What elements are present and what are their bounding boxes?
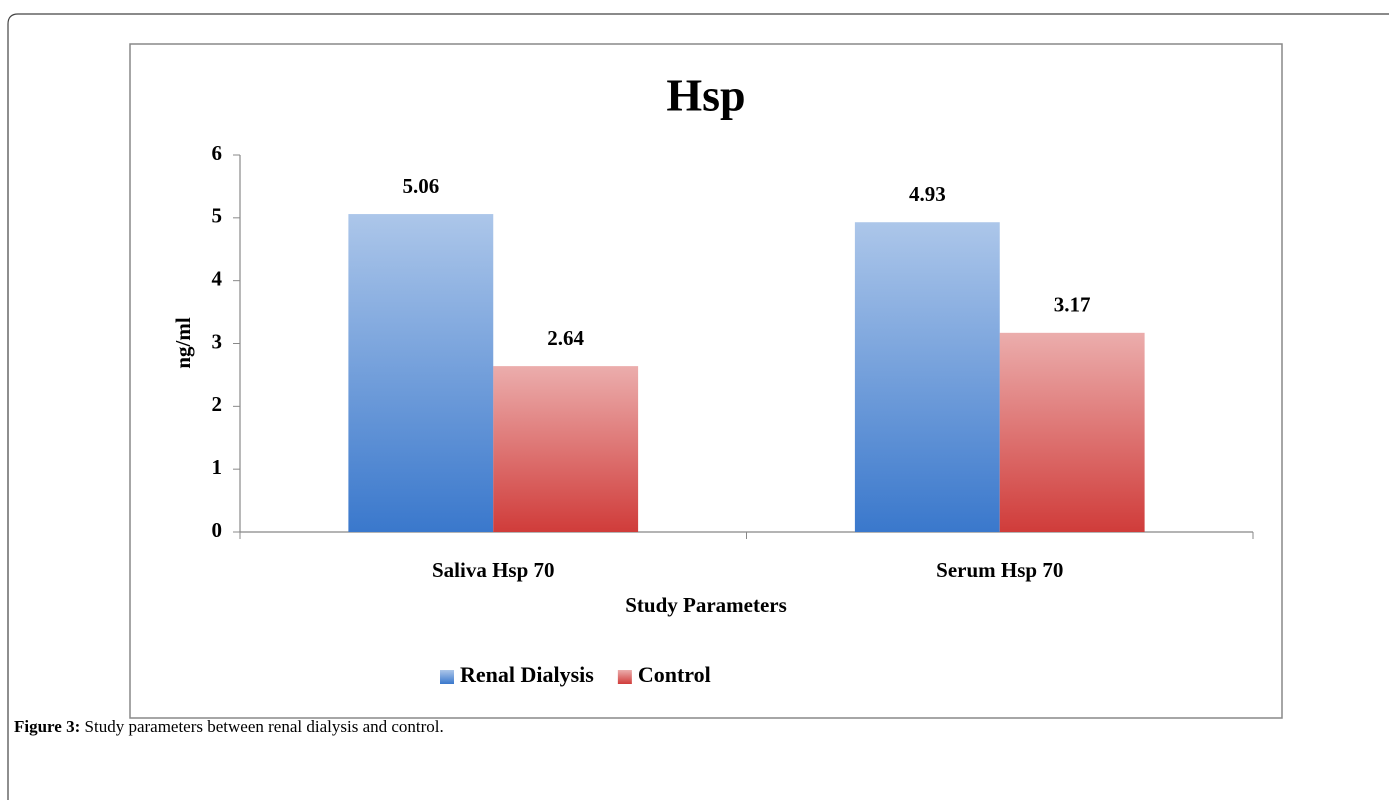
y-tick-label: 3 bbox=[212, 329, 223, 353]
legend-swatch bbox=[617, 670, 632, 684]
y-tick-label: 0 bbox=[212, 518, 223, 542]
bar bbox=[999, 332, 1145, 532]
x-tick-label: Serum Hsp 70 bbox=[936, 558, 1063, 582]
legend-swatch bbox=[440, 670, 454, 684]
data-label: 3.17 bbox=[1054, 293, 1091, 317]
caption-label: Figure 3: bbox=[14, 717, 81, 736]
data-label: 2.64 bbox=[547, 326, 584, 350]
bar bbox=[493, 366, 639, 532]
figure-frame bbox=[7, 13, 1389, 800]
legend-label: Control bbox=[638, 662, 711, 687]
x-tick-label: Saliva Hsp 70 bbox=[432, 558, 555, 582]
y-tick-label: 5 bbox=[212, 204, 223, 228]
data-label: 4.93 bbox=[909, 182, 946, 206]
y-tick-label: 2 bbox=[212, 392, 223, 416]
y-tick-label: 6 bbox=[212, 141, 223, 165]
y-tick-label: 1 bbox=[212, 455, 223, 479]
y-axis-label: ng/ml bbox=[171, 317, 195, 369]
data-label: 5.06 bbox=[402, 174, 439, 198]
caption: Figure 3: Study parameters between renal… bbox=[14, 717, 444, 737]
legend-label: Renal Dialysis bbox=[460, 662, 594, 687]
bar bbox=[854, 222, 1000, 532]
x-axis-label: Study Parameters bbox=[625, 593, 787, 617]
caption-text: Study parameters between renal dialysis … bbox=[84, 717, 444, 736]
chart-title: Hsp bbox=[666, 70, 745, 121]
y-tick-label: 4 bbox=[212, 266, 223, 290]
bar bbox=[348, 214, 494, 532]
